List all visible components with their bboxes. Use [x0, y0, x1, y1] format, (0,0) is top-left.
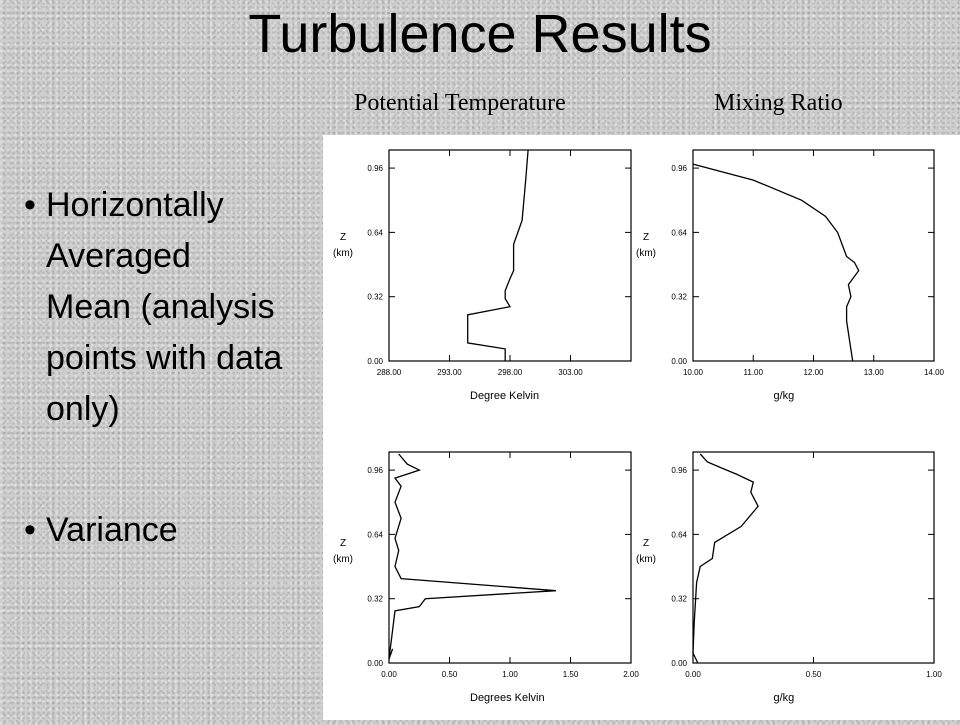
y-tick-label: 0.64: [671, 530, 687, 539]
x-tick-label: 293.00: [437, 368, 462, 377]
profile-line: [692, 163, 860, 362]
x-tick-label: 12.00: [803, 368, 824, 377]
y-tick-label: 0.32: [671, 595, 687, 604]
x-tick-label: 14.00: [924, 368, 945, 377]
y-axis-label: Z: [643, 232, 649, 243]
x-tick-label: 11.00: [744, 368, 764, 377]
bullet-text: Horizontally Averaged Mean (analysis poi…: [46, 186, 283, 428]
bullet-dot-icon: •: [24, 186, 36, 224]
x-tick-label: 10.00: [683, 368, 704, 377]
y-tick-label: 0.96: [367, 164, 383, 173]
x-axis-label: Degree Kelvin: [470, 390, 539, 402]
y-tick-label: 0.32: [671, 293, 687, 302]
bullet-item: • Variance: [24, 505, 284, 556]
x-axis-label: g/kg: [774, 390, 795, 402]
x-tick-label: 1.50: [563, 670, 579, 679]
x-tick-label: 0.00: [381, 670, 397, 679]
x-tick-label: 0.50: [806, 670, 822, 679]
y-tick-label: 0.96: [671, 466, 687, 475]
plot-panel: 288.00 293.00 298.00 303.00 0.00 0.32 0.64 0.96…: [323, 135, 960, 720]
potential-temperature-label: Potential Temperature: [354, 90, 566, 116]
y-axis-label: Z: [340, 232, 346, 243]
y-tick-label: 0.96: [671, 164, 687, 173]
x-tick-label: 0.00: [685, 670, 701, 679]
x-axis-label: g/kg: [774, 692, 795, 704]
y-tick-label: 0.32: [367, 293, 383, 302]
y-axis-label: Z: [340, 538, 346, 549]
y-tick-label: 0.00: [367, 357, 383, 366]
profile-line: [692, 453, 759, 664]
x-axis-label: Degrees Kelvin: [470, 692, 545, 704]
mixing-ratio-label: Mixing Ratio: [714, 90, 843, 116]
x-tick-label: 13.00: [864, 368, 885, 377]
x-tick-label: 1.00: [926, 670, 942, 679]
profile-line: [388, 453, 557, 660]
plot-frame: [692, 451, 935, 664]
slide-title: Turbulence Results: [248, 4, 712, 64]
bullet-text: Variance: [46, 511, 178, 549]
y-axis-label-unit: (km): [636, 248, 656, 259]
plot-frame: [388, 149, 632, 362]
plot-frame: [388, 451, 632, 664]
y-tick-label: 0.00: [671, 659, 687, 668]
plots-svg: 288.00 293.00 298.00 303.00 0.00 0.32 0.64 0.96…: [333, 149, 945, 704]
bullet-list: • Horizontally Averaged Mean (analysis po…: [24, 180, 284, 556]
y-tick-label: 0.00: [671, 357, 687, 366]
bullet-dot-icon: •: [24, 511, 36, 549]
y-axis-label-unit: (km): [333, 248, 353, 259]
y-tick-label: 0.64: [671, 228, 687, 237]
y-axis-label-unit: (km): [333, 554, 353, 565]
x-tick-label: 0.50: [442, 670, 458, 679]
y-tick-label: 0.96: [367, 466, 383, 475]
y-tick-label: 0.64: [367, 530, 383, 539]
y-tick-label: 0.32: [367, 595, 383, 604]
y-axis-label-unit: (km): [636, 554, 656, 565]
x-tick-label: 2.00: [623, 670, 639, 679]
x-tick-label: 288.00: [377, 368, 402, 377]
y-tick-label: 0.64: [367, 228, 383, 237]
bullet-item: • Horizontally Averaged Mean (analysis po…: [24, 180, 284, 435]
x-tick-label: 1.00: [502, 670, 518, 679]
y-axis-label: Z: [643, 538, 649, 549]
y-tick-label: 0.00: [367, 659, 383, 668]
profile-line: [467, 149, 529, 361]
x-tick-label: 303.00: [558, 368, 583, 377]
plot-frame: [692, 149, 935, 362]
x-tick-label: 298.00: [498, 368, 523, 377]
